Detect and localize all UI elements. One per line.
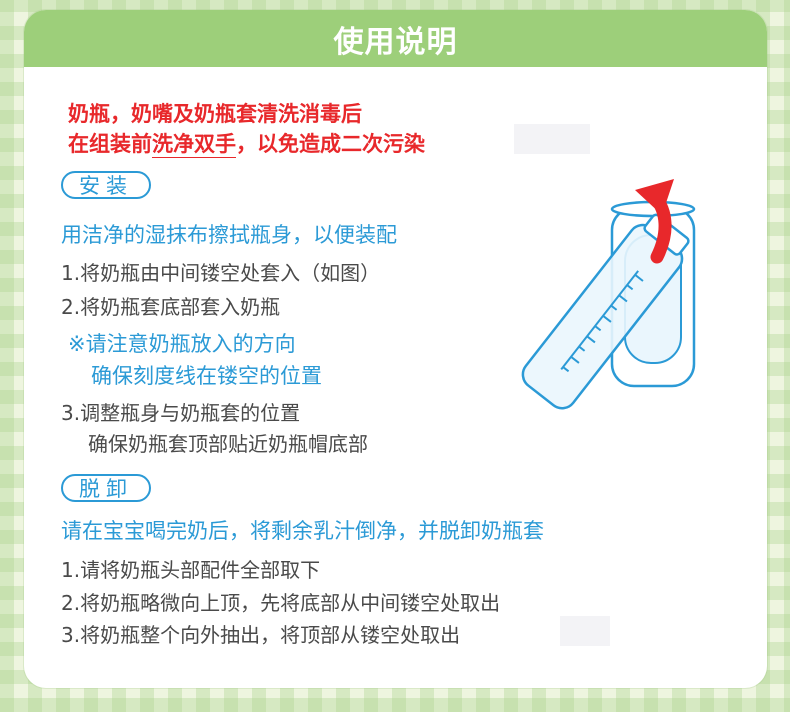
insert-direction-arrow-icon [635, 179, 674, 264]
install-note-2: 确保刻度线在镂空的位置 [91, 364, 322, 388]
remove-step-1: 1.请将奶瓶头部配件全部取下 [61, 558, 321, 582]
header-bar: 使用说明 [24, 10, 767, 67]
warning-prefix: 在组装前 [68, 132, 152, 156]
install-badge: 安装 [61, 171, 151, 199]
install-step-2: 2.将奶瓶套底部套入奶瓶 [61, 295, 281, 319]
warning-line-1: 奶瓶，奶嘴及奶瓶套清洗消毒后 [68, 102, 362, 126]
warning-emphasis: 洗净双手 [152, 132, 236, 158]
install-step-3: 3.调整瓶身与奶瓶套的位置 [61, 401, 301, 425]
remove-badge: 脱卸 [61, 474, 151, 502]
blank-placeholder-2 [560, 616, 610, 646]
bottle-in-sleeve-illustration [521, 179, 696, 410]
blank-placeholder [514, 124, 590, 154]
install-step-3-detail: 确保奶瓶套顶部贴近奶瓶帽底部 [88, 432, 368, 456]
install-note-1: ※请注意奶瓶放入的方向 [68, 332, 296, 356]
remove-step-3: 3.将奶瓶整个向外抽出，将顶部从镂空处取出 [61, 623, 461, 647]
install-step-1: 1.将奶瓶由中间镂空处套入（如图） [61, 261, 381, 285]
instructions-card: 使用说明 奶瓶，奶嘴及奶瓶套清洗消毒后 在组装前洗净双手，以免造成二次污染 安装… [24, 10, 767, 688]
warning-suffix: ，以免造成二次污染 [236, 132, 425, 156]
install-subtitle: 用洁净的湿抹布擦拭瓶身，以便装配 [61, 223, 397, 247]
warning-line-2: 在组装前洗净双手，以免造成二次污染 [68, 128, 425, 158]
page-title: 使用说明 [333, 24, 458, 60]
remove-subtitle: 请在宝宝喝完奶后，将剩余乳汁倒净，并脱卸奶瓶套 [61, 519, 544, 543]
remove-step-2: 2.将奶瓶略微向上顶，先将底部从中间镂空处取出 [61, 591, 501, 615]
